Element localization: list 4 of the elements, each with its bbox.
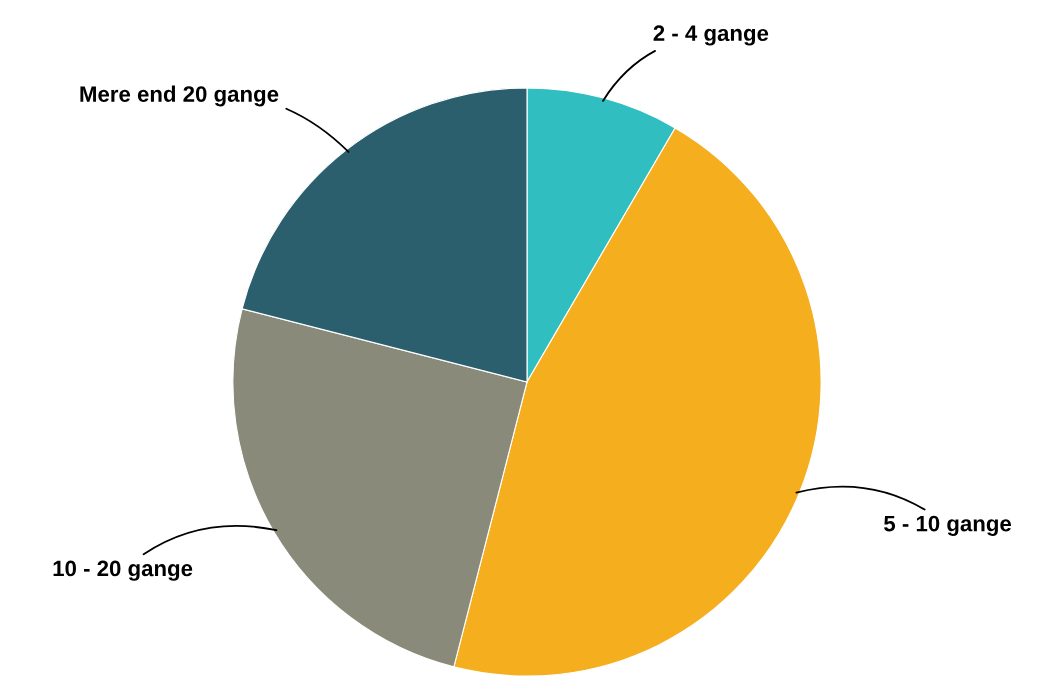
slice-label: 5 - 10 gange xyxy=(884,515,1012,536)
slice-label: 10 - 20 gange xyxy=(53,560,193,581)
slice-label: 2 - 4 gange xyxy=(653,25,769,46)
slice-label: Mere end 20 gange xyxy=(80,85,279,107)
